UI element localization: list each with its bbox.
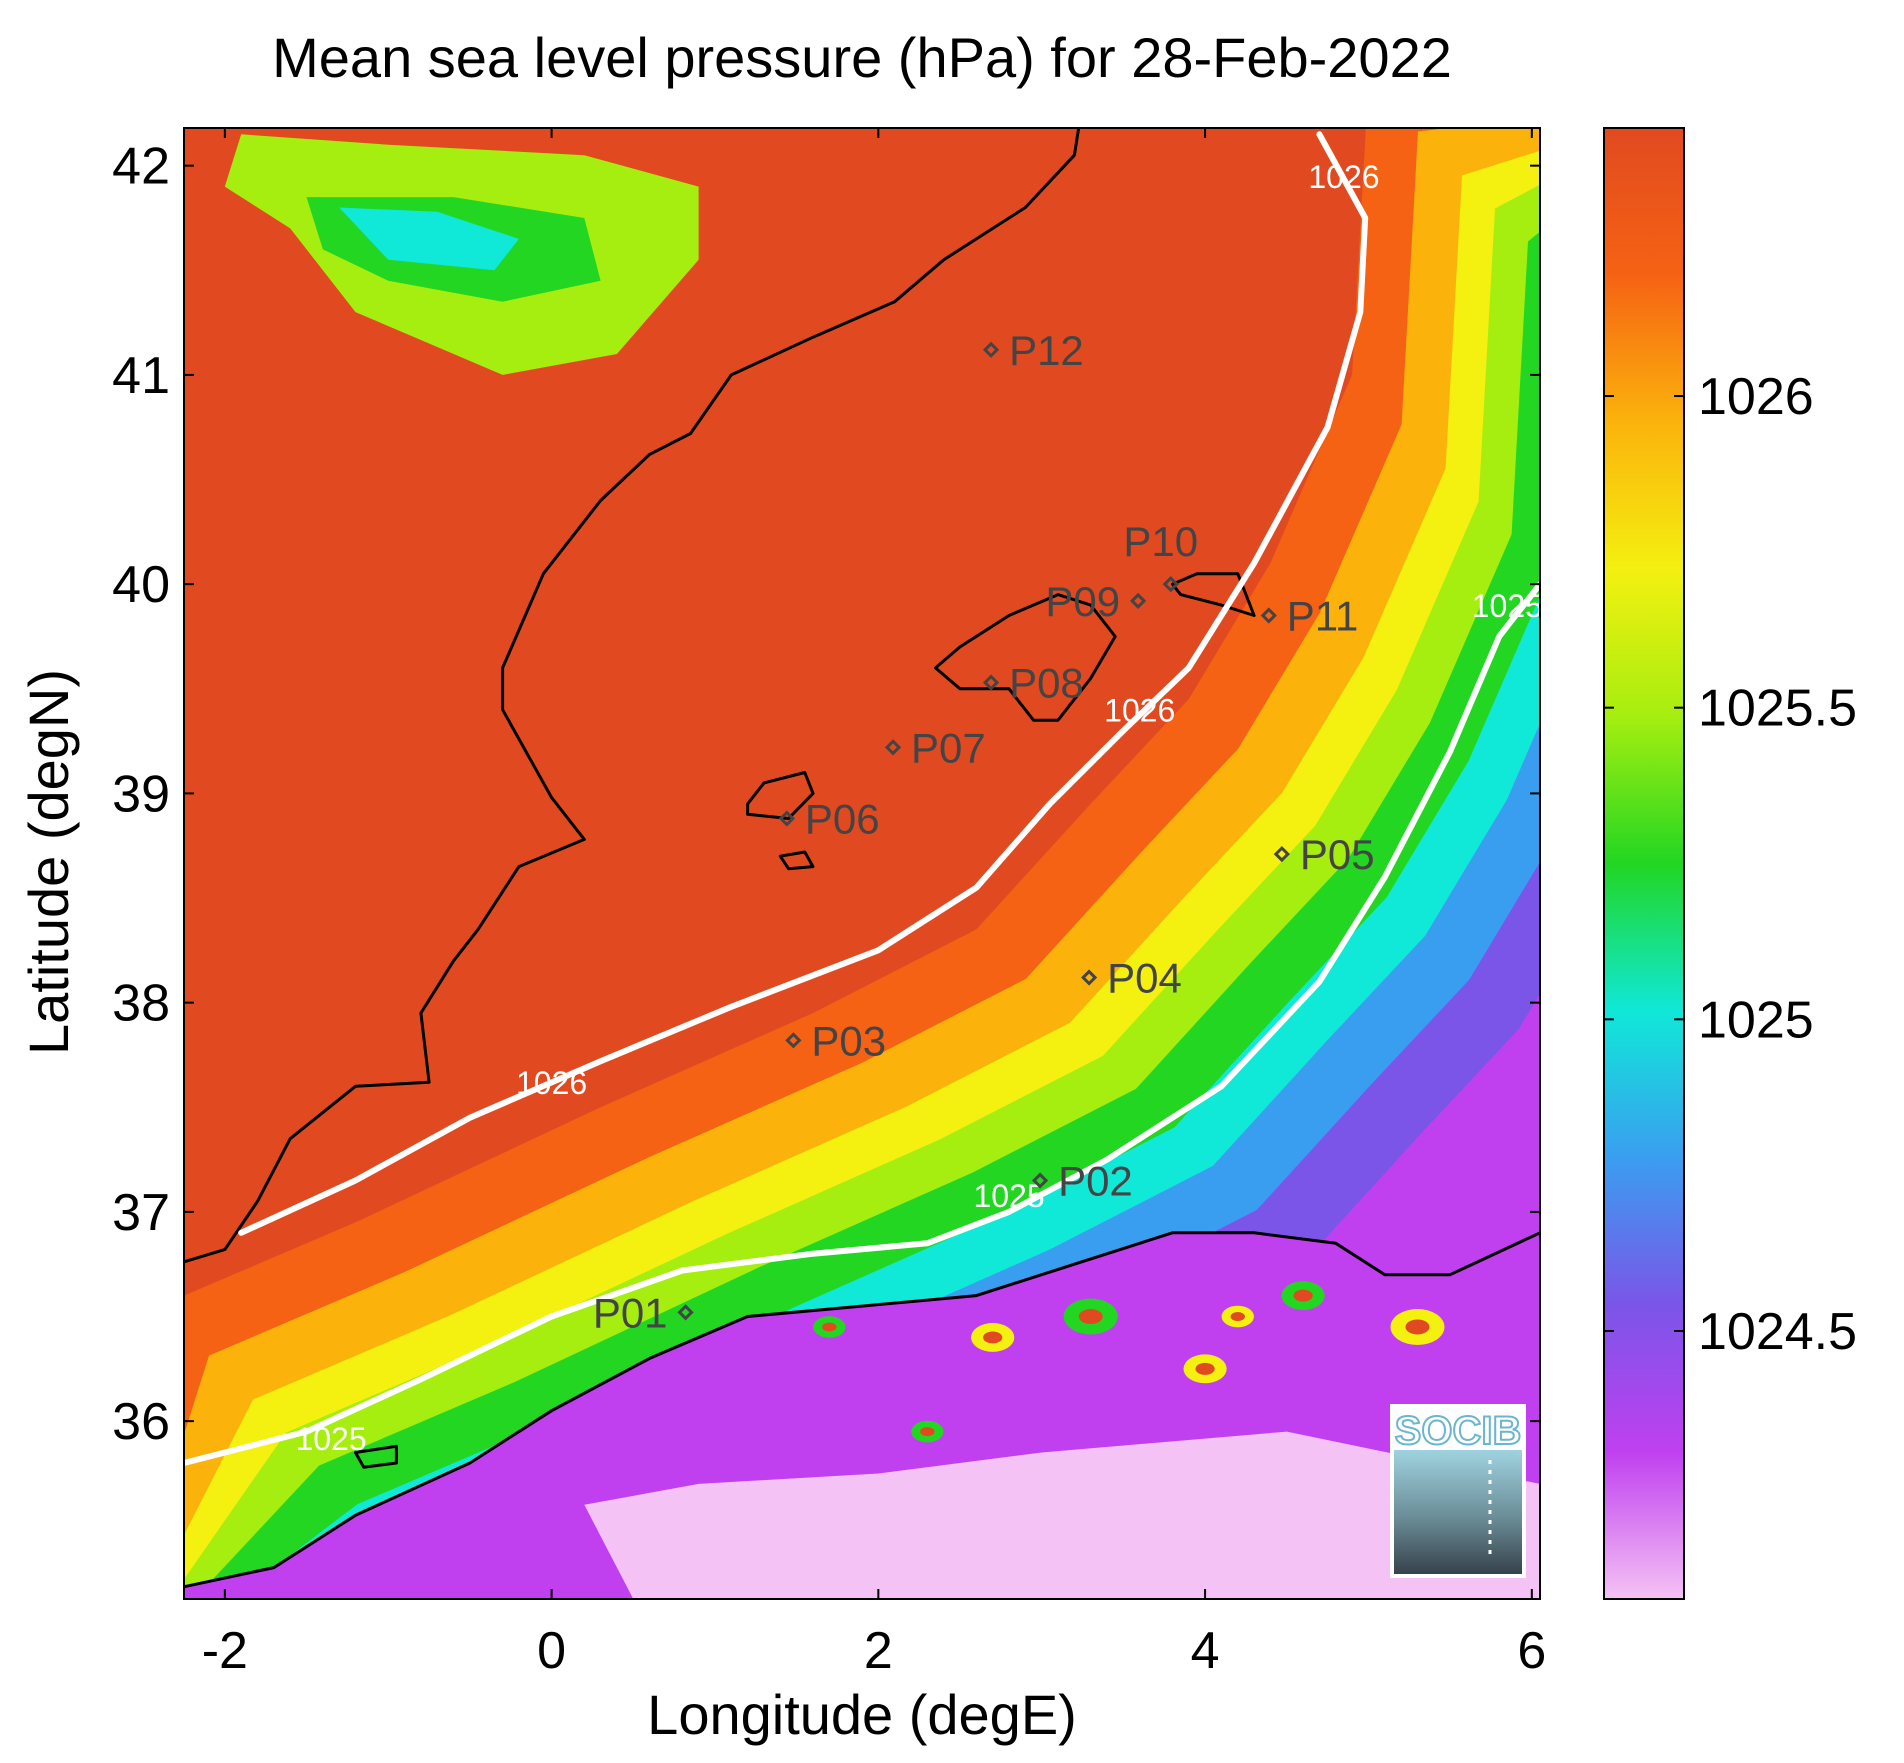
africa-coastline	[184, 1231, 1540, 1589]
station-marker	[982, 341, 1000, 358]
x-tick-label: 4	[1191, 1622, 1220, 1680]
station-label: P11	[1287, 593, 1359, 640]
colorbar-tick-label: 1025	[1698, 991, 1814, 1049]
africa-pressure-patch-core	[1230, 1312, 1245, 1322]
socib-logo: SOCIB	[1390, 1404, 1526, 1578]
isobar-label: 1025	[973, 1178, 1044, 1214]
iberian-coastline	[184, 128, 1081, 1264]
isobar-label: 1026	[1104, 693, 1175, 729]
station-label: P08	[1009, 660, 1084, 707]
colorbar-gradient	[1603, 127, 1685, 1600]
y-tick-label: 40	[112, 556, 170, 614]
station-label: P01	[593, 1289, 668, 1336]
logo-text: SOCIB	[1395, 1409, 1522, 1453]
station-label: P12	[1009, 327, 1084, 374]
isobar-label: 1026	[516, 1065, 587, 1101]
x-axis: -2 0 2 4 6	[202, 128, 1546, 1680]
y-tick-label: 36	[112, 1393, 170, 1451]
station-marker	[1260, 607, 1277, 624]
station-marker	[1031, 1172, 1049, 1189]
isobar-1026	[238, 131, 1369, 1236]
station-marker	[982, 674, 1000, 691]
plot-frame	[183, 127, 1541, 1600]
station-marker	[884, 739, 902, 756]
logo-gradient-panel	[1394, 1450, 1522, 1574]
isobar-1025	[184, 581, 1540, 1466]
isobar-label: 1025	[295, 1421, 366, 1457]
africa-pressure-patch-core	[1078, 1309, 1103, 1325]
station-label: P07	[911, 724, 986, 771]
station-label: P04	[1107, 955, 1182, 1002]
y-tick-label: 38	[112, 975, 170, 1033]
colorbar: 1024.5 1025 1025.5 1026	[1603, 127, 1857, 1600]
coastline-layer	[184, 128, 1540, 1589]
iberian-peninsula	[184, 128, 1079, 1262]
station-marker	[1162, 576, 1179, 593]
station-marker	[1273, 845, 1290, 863]
africa-pressure-patch-core	[1405, 1319, 1430, 1335]
station-marker	[677, 1304, 694, 1321]
chart-title: Mean sea level pressure (hPa) for 28-Feb…	[272, 26, 1452, 89]
x-axis-label: Longitude (degE)	[647, 1683, 1077, 1746]
station-label: P06	[805, 796, 880, 843]
inland-low-pressure-inner	[339, 207, 519, 271]
station-marker	[1129, 592, 1147, 610]
station-label: P05	[1300, 831, 1375, 878]
station-marker	[778, 810, 795, 827]
y-tick-label: 39	[112, 765, 170, 823]
colorbar-tick-label: 1025.5	[1698, 680, 1857, 738]
station-label: P09	[1045, 578, 1120, 625]
map-plot-area: 1026 1026 1026 1025 1025 1025 P01 P02 P03 P04 P05…	[184, 128, 1543, 1599]
x-tick-label: 0	[537, 1622, 566, 1680]
x-tick-label: -2	[202, 1622, 248, 1680]
colorbar-tick-label: 1024.5	[1698, 1303, 1857, 1361]
formentera-coastline	[778, 850, 815, 871]
africa-pressure-patch-core	[1195, 1362, 1215, 1375]
ibiza-coastline	[746, 771, 815, 820]
x-tick-label: 6	[1517, 1622, 1546, 1680]
coastal-islet-coastline	[354, 1444, 398, 1469]
station-label: P02	[1058, 1158, 1133, 1205]
africa-pressure-patch-core	[920, 1427, 935, 1437]
mallorca-coastline	[934, 593, 1117, 722]
x-tick-label: 2	[864, 1622, 893, 1680]
y-tick-label: 37	[112, 1184, 170, 1242]
africa-pressure-patch-core	[822, 1322, 837, 1332]
station-marker	[785, 1032, 802, 1049]
menorca-coastline	[1170, 572, 1256, 617]
station-marker	[1080, 969, 1098, 986]
station-label: P03	[811, 1017, 886, 1064]
isobar-contours: 1026 1026 1026 1025 1025 1025	[184, 131, 1543, 1466]
north-africa-high-plateau	[584, 1431, 1540, 1599]
isobar-label: 1025	[1472, 588, 1543, 624]
colorbar-ticks: 1024.5 1025 1025.5 1026	[1604, 368, 1857, 1361]
y-tick-label: 42	[112, 138, 170, 196]
africa-pressure-patch-core	[1293, 1289, 1313, 1302]
y-axis: 36 37 38 39 40 41 42	[112, 138, 1540, 1451]
station-label: P10	[1123, 518, 1198, 565]
colorbar-tick-label: 1026	[1698, 368, 1814, 426]
isobar-label: 1026	[1308, 159, 1379, 195]
land-layer	[184, 128, 1540, 1599]
y-axis-label: Latitude (degN)	[17, 669, 80, 1055]
africa-pressure-patch-core	[983, 1331, 1003, 1344]
y-tick-label: 41	[112, 347, 170, 405]
